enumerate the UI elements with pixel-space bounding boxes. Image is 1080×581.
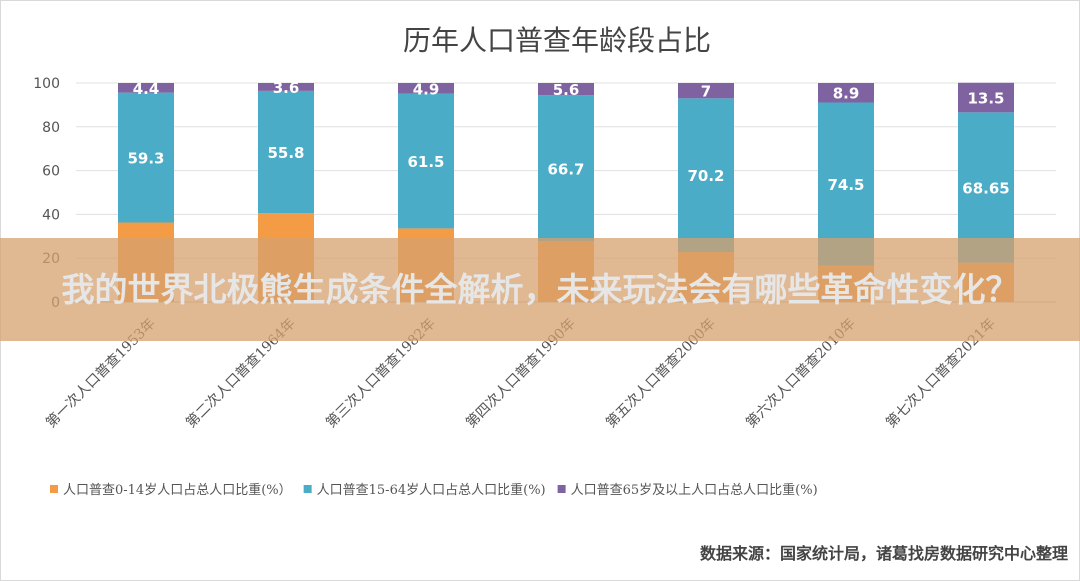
chart-title: 历年人口普查年龄段占比 [403,24,711,57]
data-label: 8.9 [833,85,860,103]
bar-segment [538,95,594,242]
bar-segment [258,83,314,91]
legend-label: 人口普查65岁及以上人口占总人口比重(%) [571,482,818,498]
data-label: 59.3 [127,150,164,168]
data-label: 68.65 [962,180,1009,198]
y-tick-label: 100 [33,76,60,92]
legend-swatch [557,485,566,493]
data-label: 3.6 [273,79,300,97]
bar-segment [958,82,1014,113]
data-label: 74.5 [827,176,864,194]
data-label: 61.5 [407,153,444,171]
bar-segment [118,92,174,223]
bar-segment [678,83,734,99]
data-label: 66.7 [547,160,584,178]
bar-segment [538,83,594,96]
bar-segment [398,93,454,229]
data-label: 4.9 [413,80,440,98]
banner-text: 我的世界北极熊生成条件全解析，未来玩法会有哪些革命性变化？ [61,269,1019,309]
legend-label: 人口普查0-14岁人口占总人口比重(%） [63,482,292,498]
bar-segment [958,112,1014,263]
legend-swatch [303,485,312,493]
y-tick-label: 80 [42,120,60,136]
data-label: 55.8 [267,144,304,162]
bar-segment [398,83,454,94]
data-label: 4.4 [133,80,160,98]
legend-swatch [50,485,58,493]
data-label: 13.5 [967,90,1004,108]
legend-label: 人口普查15-64岁人口占总人口比重(%) [317,482,546,498]
data-label: 70.2 [687,167,724,185]
overlay-banner: 我的世界北极熊生成条件全解析，未来玩法会有哪些革命性变化？ [0,238,1080,341]
data-label: 7 [701,83,711,101]
source-note: 数据来源：国家统计局，诸葛找房数据研究中心整理 [699,544,1068,563]
y-tick-label: 40 [42,207,60,223]
bar-segment [818,83,874,103]
bar-segment [678,98,734,253]
bar-segment [118,83,174,93]
data-label: 5.6 [553,81,580,99]
bar-segment [258,90,314,214]
y-tick-label: 60 [42,164,60,180]
